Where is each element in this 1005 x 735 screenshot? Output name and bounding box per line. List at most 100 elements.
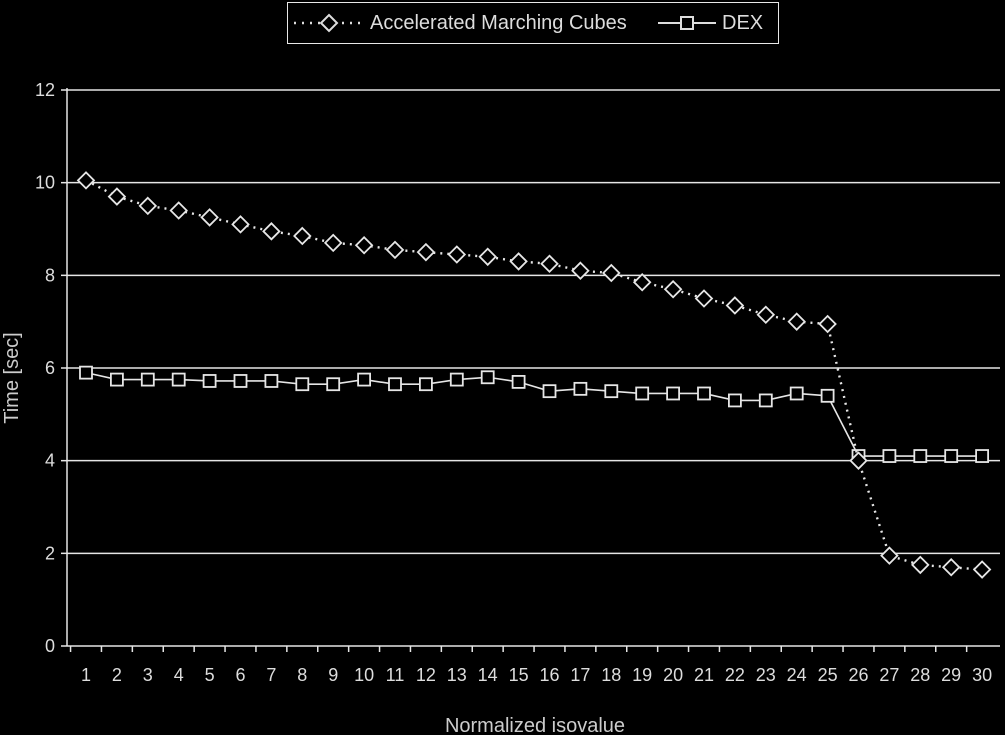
data-point-dex	[604, 384, 619, 399]
y-tick-labels: 0 2 4 6 8 10 12	[35, 80, 55, 656]
data-point-dex	[697, 386, 711, 401]
x-tick-labels: 1 2 3 4 5 6 7 8 9 10 11 12 13 14 15 16 17 18 19 20 21 22 23 24 2…	[81, 665, 992, 685]
legend-label-amc: Accelerated Marching Cubes	[370, 11, 627, 34]
x-axis-title: Normalized isovalue	[445, 715, 625, 735]
data-point-amc	[354, 235, 374, 255]
data-point-dex	[975, 449, 989, 463]
data-point-amc	[293, 226, 312, 246]
x-tick-label: 16	[539, 665, 559, 685]
data-point-amc	[941, 557, 961, 577]
data-point-dex	[171, 372, 186, 387]
data-point-dex	[295, 377, 310, 392]
series-layer	[76, 171, 992, 579]
x-tick-label: 1	[81, 665, 91, 685]
x-tick-label: 7	[266, 665, 276, 685]
data-point-amc	[107, 187, 127, 206]
data-point-amc	[540, 254, 559, 274]
gridlines	[61, 89, 1000, 647]
data-point-amc	[663, 279, 683, 299]
x-tick-label: 30	[972, 665, 992, 685]
data-point-dex	[882, 449, 897, 463]
y-tick-label: 10	[35, 173, 55, 193]
x-tick-label: 18	[601, 665, 621, 685]
x-tick-label: 27	[879, 665, 899, 685]
data-point-amc	[756, 305, 776, 324]
data-point-dex	[542, 384, 557, 399]
data-point-amc	[478, 247, 497, 267]
x-tick-label: 22	[725, 665, 745, 685]
series-line-dex	[85, 371, 983, 457]
legend: Accelerated Marching Cubes DEX	[287, 2, 779, 44]
data-point-dex	[418, 377, 433, 392]
x-tick-label: 24	[787, 665, 807, 685]
data-point-amc	[200, 208, 219, 227]
data-point-dex	[480, 370, 495, 385]
data-point-amc	[416, 242, 436, 262]
x-tick-label: 13	[447, 665, 467, 685]
y-tick-label: 0	[45, 636, 55, 656]
x-tick-label: 3	[143, 665, 153, 685]
y-tick-label: 8	[45, 265, 55, 285]
data-point-amc	[509, 252, 528, 271]
data-point-amc	[602, 263, 621, 283]
data-point-dex	[202, 374, 217, 388]
x-tick-label: 29	[941, 665, 961, 685]
data-point-dex	[233, 374, 248, 388]
legend-swatch-dex	[658, 16, 716, 30]
data-point-amc	[911, 555, 930, 575]
y-tick-label: 2	[45, 543, 55, 563]
x-tick-label: 9	[328, 665, 338, 685]
data-point-dex	[789, 386, 804, 401]
x-tick-label: 17	[570, 665, 590, 685]
data-point-dex	[511, 374, 526, 389]
x-tick-label: 8	[297, 665, 307, 685]
data-point-amc	[694, 289, 714, 308]
data-point-dex	[666, 386, 680, 401]
data-point-amc	[972, 560, 992, 579]
legend-swatch-amc	[294, 13, 364, 33]
axes	[66, 88, 1000, 652]
data-point-amc	[571, 261, 590, 280]
data-point-amc	[262, 222, 281, 241]
x-tick-label: 20	[663, 665, 683, 685]
x-tick-label: 12	[416, 665, 436, 685]
y-tick-label: 12	[35, 80, 55, 100]
data-point-amc	[76, 171, 96, 190]
data-point-amc	[787, 312, 806, 331]
data-point-dex	[944, 449, 959, 463]
x-tick-label: 21	[694, 665, 714, 685]
data-point-amc	[231, 215, 250, 234]
data-point-dex	[573, 381, 588, 396]
data-point-dex	[758, 393, 773, 408]
data-point-dex	[110, 372, 124, 387]
x-tick-label: 28	[910, 665, 930, 685]
x-tick-label: 26	[848, 665, 868, 685]
x-tick-label: 10	[354, 665, 374, 685]
x-tick-label: 6	[235, 665, 245, 685]
data-point-amc	[818, 314, 837, 334]
data-point-amc	[632, 273, 652, 292]
x-tick-label: 14	[478, 665, 498, 685]
x-tick-label: 23	[756, 665, 776, 685]
series-line-amc	[85, 179, 983, 571]
data-point-dex	[913, 449, 928, 463]
legend-label-dex: DEX	[722, 11, 764, 34]
data-point-dex	[79, 365, 93, 380]
data-point-dex	[357, 372, 372, 387]
data-point-dex	[140, 372, 155, 387]
x-tick-label: 19	[632, 665, 652, 685]
data-point-amc	[880, 546, 899, 565]
y-axis-title: Time [sec]	[1, 332, 23, 424]
data-point-amc	[849, 451, 868, 470]
data-point-amc	[138, 196, 158, 216]
data-point-dex	[728, 393, 742, 408]
data-point-dex	[326, 377, 341, 392]
x-tick-label: 2	[112, 665, 122, 685]
x-tick-label: 5	[205, 665, 215, 685]
legend-item-amc: Accelerated Marching Cubes	[292, 3, 627, 43]
data-point-dex	[820, 388, 835, 403]
data-point-dex	[264, 374, 279, 388]
y-tick-label: 4	[45, 451, 55, 471]
data-point-amc	[169, 201, 188, 220]
